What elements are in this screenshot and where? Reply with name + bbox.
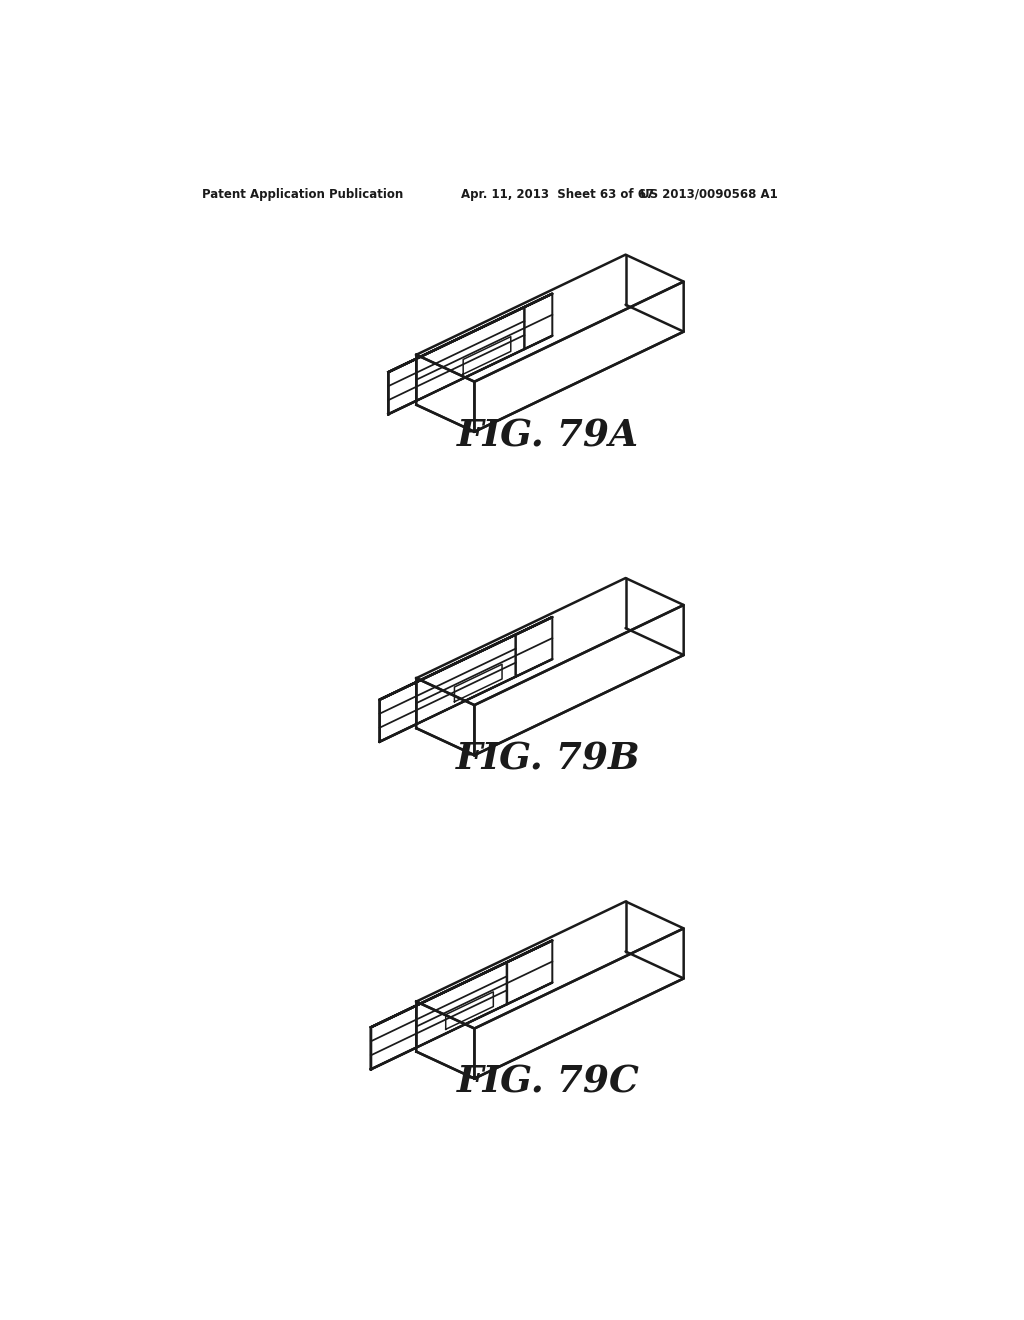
Text: FIG. 79A: FIG. 79A [457, 417, 639, 454]
Text: FIG. 79C: FIG. 79C [457, 1064, 639, 1101]
Text: US 2013/0090568 A1: US 2013/0090568 A1 [640, 187, 777, 201]
Text: Patent Application Publication: Patent Application Publication [202, 187, 402, 201]
Text: FIG. 79B: FIG. 79B [456, 741, 640, 777]
Text: Apr. 11, 2013  Sheet 63 of 67: Apr. 11, 2013 Sheet 63 of 67 [461, 187, 654, 201]
